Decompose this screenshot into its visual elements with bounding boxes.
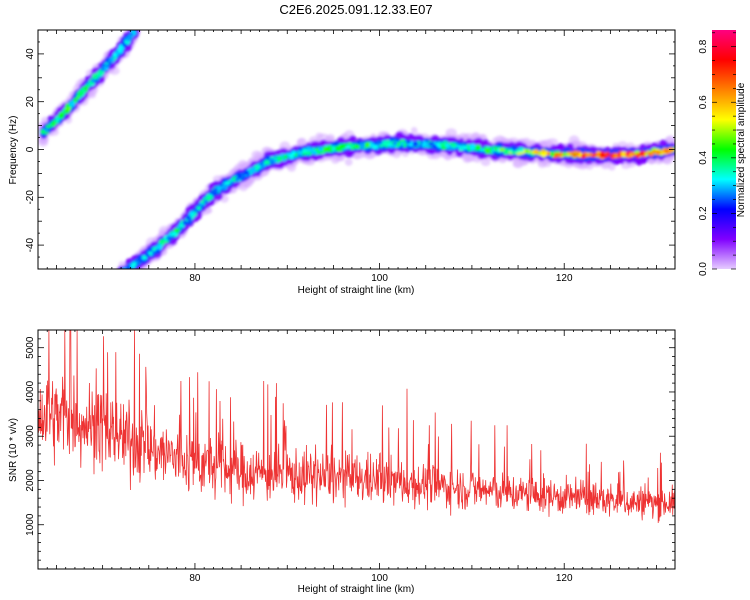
heatmap-cell bbox=[101, 70, 105, 75]
heatmap-cell bbox=[116, 276, 126, 284]
heatmap-cell bbox=[119, 270, 127, 277]
heatmap-cell bbox=[118, 268, 124, 269]
heatmap-cell bbox=[49, 124, 53, 127]
heatmap-cell bbox=[121, 270, 127, 276]
heatmap-cell bbox=[349, 135, 357, 142]
heatmap-cell bbox=[121, 270, 128, 277]
heatmap-cell bbox=[132, 26, 136, 29]
heatmap-cell bbox=[38, 138, 49, 147]
heatmap-cell bbox=[238, 182, 249, 192]
heatmap-cell bbox=[125, 270, 129, 273]
heatmap-cell bbox=[131, 25, 136, 29]
heatmap-cell bbox=[459, 138, 464, 142]
heatmap-cell bbox=[131, 22, 137, 29]
heatmap-cell bbox=[121, 272, 130, 280]
heatmap-cell bbox=[92, 73, 99, 80]
heatmap-cell bbox=[326, 134, 335, 142]
figure-title: C2E6.2025.091.12.33.E07 bbox=[279, 2, 432, 17]
heatmap-cell bbox=[118, 274, 125, 280]
heatmap-cell bbox=[522, 160, 529, 166]
heatmap-cell bbox=[122, 272, 130, 278]
heatmap-cell bbox=[125, 36, 131, 42]
heatmap-cell bbox=[664, 136, 672, 142]
heatmap-cell bbox=[119, 269, 130, 277]
heatmap-cell bbox=[119, 268, 126, 269]
heatmap-cell bbox=[119, 273, 124, 277]
heatmap-cell bbox=[44, 127, 50, 132]
heatmap-cell bbox=[512, 158, 523, 168]
heatmap-cell bbox=[124, 270, 130, 277]
heatmap-cell bbox=[121, 274, 127, 280]
heatmap-cell bbox=[122, 271, 133, 279]
heatmap-cell bbox=[125, 268, 128, 269]
heatmap-cell bbox=[121, 269, 125, 273]
heatmap-cell bbox=[117, 272, 128, 282]
heatmap-cell bbox=[120, 272, 128, 278]
heatmap-cell bbox=[119, 271, 126, 276]
heatmap-cell bbox=[473, 137, 484, 147]
heatmap-cell bbox=[344, 158, 353, 166]
heatmap-cell bbox=[40, 129, 46, 135]
heatmap-cell bbox=[77, 90, 84, 97]
heatmap-cell bbox=[110, 56, 115, 61]
heatmap-cell bbox=[480, 158, 491, 167]
heatmap-cell bbox=[121, 270, 125, 274]
heatmap-cell bbox=[116, 279, 128, 287]
heatmap-cell bbox=[122, 276, 129, 282]
heatmap-cell bbox=[121, 277, 132, 285]
heatmap-cells bbox=[38, 22, 675, 287]
heatmap-cell bbox=[546, 138, 559, 147]
heatmap-cell bbox=[123, 272, 129, 279]
heatmap-cell bbox=[120, 272, 126, 278]
heatmap-cell bbox=[410, 127, 418, 134]
heatmap-cell bbox=[120, 276, 129, 285]
heatmap-cell bbox=[58, 113, 64, 119]
heatmap-cell bbox=[90, 79, 95, 83]
heatmap-cell bbox=[119, 272, 125, 277]
heatmap-cell bbox=[121, 269, 131, 277]
heatmap-cell bbox=[444, 155, 451, 161]
heatmap-cell bbox=[118, 270, 126, 278]
heatmap-cell bbox=[64, 108, 70, 114]
heatmap-cell bbox=[104, 66, 109, 71]
heatmap-cell bbox=[115, 271, 127, 281]
heatmap-cell bbox=[315, 132, 324, 139]
heatmap-cell bbox=[113, 53, 117, 57]
heatmap-cell bbox=[465, 138, 473, 145]
heatmap-cell bbox=[297, 138, 306, 146]
heatmap-cell bbox=[69, 101, 75, 108]
heatmap-cell bbox=[75, 96, 80, 100]
